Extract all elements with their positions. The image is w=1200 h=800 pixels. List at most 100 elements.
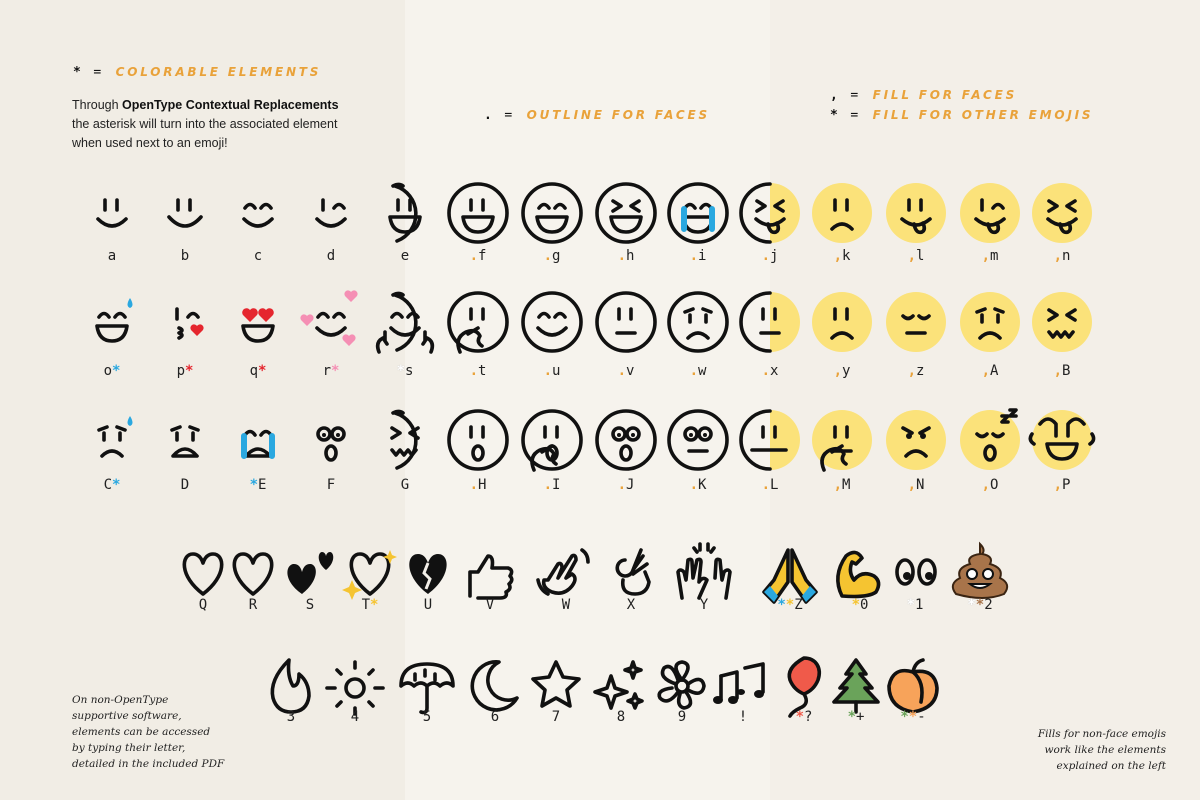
icon-glyph-praying-hands: **Z [755, 540, 825, 613]
icon-glyph-flower: 9 [647, 654, 717, 725]
icon-glyph-flexed-bicep: *0 [825, 540, 895, 613]
glyph-letter: C [103, 477, 112, 493]
face-round-flat-icon [663, 408, 733, 472]
prefix-symbol: . [543, 477, 552, 493]
prefix-symbol: . [617, 477, 626, 493]
glyph-letter: 8 [616, 709, 626, 725]
face-x-wavy-icon [370, 408, 440, 472]
glyph-label: C* [77, 477, 147, 493]
thumbs-up-icon [468, 554, 514, 600]
broken-heart-icon [409, 554, 447, 594]
glyph-letter: l [916, 248, 925, 264]
face-x-tongue-icon [735, 181, 805, 245]
legend-text: OUTLINE FOR FACES [526, 108, 710, 122]
legend-text: FILL FOR FACES [872, 88, 1018, 102]
prefix-symbol: . [689, 248, 698, 264]
raised-hands-icon [676, 542, 732, 600]
glyph-label: D [150, 477, 220, 493]
face-sad-frown-icon [955, 290, 1025, 354]
legend-fill-faces: , = FILL FOR FACES [830, 87, 1017, 103]
glyph-letter: h [626, 248, 635, 264]
face-glyph-j: .j [735, 181, 805, 264]
heart-outline-2-icon [232, 552, 274, 596]
glyph-label: .x [735, 363, 805, 379]
prefix-symbol: , [907, 477, 916, 493]
note-line: supportive software, [72, 710, 182, 722]
glyph-letter: c [253, 248, 263, 264]
face-glyph-D: D [150, 408, 220, 493]
fire-icon [270, 658, 311, 714]
icon-glyph-two-hearts: S [275, 540, 345, 613]
note-line: On non-OpenType [72, 694, 169, 706]
glyph-label: .K [663, 477, 733, 493]
poop-icon [951, 541, 1009, 599]
glyph-label: S [275, 597, 345, 613]
glyph-letter: b [180, 248, 190, 264]
face-glyph-k: ,k [807, 181, 877, 264]
face-glyph-J: .J [591, 408, 661, 493]
icon-glyph-thumbs-up: V [455, 540, 525, 613]
waving-hand-icon [536, 548, 590, 596]
prefix-symbol: , [981, 363, 990, 379]
face-glyph-M: ,M [807, 408, 877, 493]
glyph-label: Q [168, 597, 238, 613]
sun-icon [325, 660, 385, 716]
icon-glyph-broken-heart: U [393, 540, 463, 613]
glyph-letter: u [552, 363, 561, 379]
face-glyph-r: r* [296, 290, 366, 379]
prefix-symbol: , [833, 248, 842, 264]
glyph-letter: Q [198, 597, 208, 613]
glyph-letter: v [626, 363, 635, 379]
glyph-letter: ! [738, 709, 748, 725]
legend-outline: . = OUTLINE FOR FACES [484, 107, 710, 123]
glyph-letter: 4 [350, 709, 360, 725]
legend-colorable: * = COLORABLE ELEMENTS [73, 64, 321, 80]
face-glyph-d: d [296, 181, 366, 264]
face-lines-flat-icon [735, 290, 805, 354]
face-down-flat-icon [881, 290, 951, 354]
face-round-o-icon [296, 408, 366, 472]
two-hearts-icon [287, 552, 334, 594]
icon-glyph-umbrella: 5 [392, 654, 462, 725]
equals-sign: = [93, 65, 104, 80]
glyph-letter: 6 [490, 709, 500, 725]
glyph-label: .H [443, 477, 513, 493]
glyph-letter: O [990, 477, 999, 493]
glyph-label: **- [878, 709, 948, 725]
prefix-symbol: . [469, 363, 478, 379]
glyph-label: 3 [256, 709, 326, 725]
face-glyph-G: G [370, 408, 440, 493]
glyph-label: R [218, 597, 288, 613]
face-glyph-b: b [150, 181, 220, 264]
star-marker-white: * [396, 363, 405, 379]
face-none-grin-icon [1027, 408, 1097, 472]
star-marker-green: * [847, 709, 856, 725]
icon-glyph-peach: **- [878, 654, 948, 725]
glyph-label: o* [77, 363, 147, 379]
face-closed-smile-icon [517, 290, 587, 354]
glyph-label: ,y [807, 363, 877, 379]
glyph-label: **Z [755, 597, 825, 613]
glyph-label: ,m [955, 248, 1025, 264]
face-glyph-I: .I [517, 408, 587, 493]
glyph-label: ,N [881, 477, 951, 493]
heart-outline-icon [182, 552, 224, 596]
face-closed-grin-icon [517, 181, 587, 245]
comma-symbol: , [830, 88, 841, 103]
face-lines-grin-icon [370, 181, 440, 245]
face-glyph-n: ,n [1027, 181, 1097, 264]
equals-sign: = [504, 108, 515, 123]
face-x-tongue-icon [1027, 181, 1097, 245]
prefix-symbol: , [833, 363, 842, 379]
glyph-label: 6 [460, 709, 530, 725]
glyph-label: U [393, 597, 463, 613]
star-marker-blue: * [112, 363, 121, 379]
star-marker-blue: * [249, 477, 258, 493]
prefix-symbol: . [761, 477, 770, 493]
glyph-letter: t [478, 363, 487, 379]
glyph-label: *+ [821, 709, 891, 725]
star-marker-blue: * [112, 477, 121, 493]
face-lines-o-icon [517, 408, 587, 472]
glyph-letter: o [103, 363, 112, 379]
note-line: detailed in the included PDF [72, 758, 225, 770]
